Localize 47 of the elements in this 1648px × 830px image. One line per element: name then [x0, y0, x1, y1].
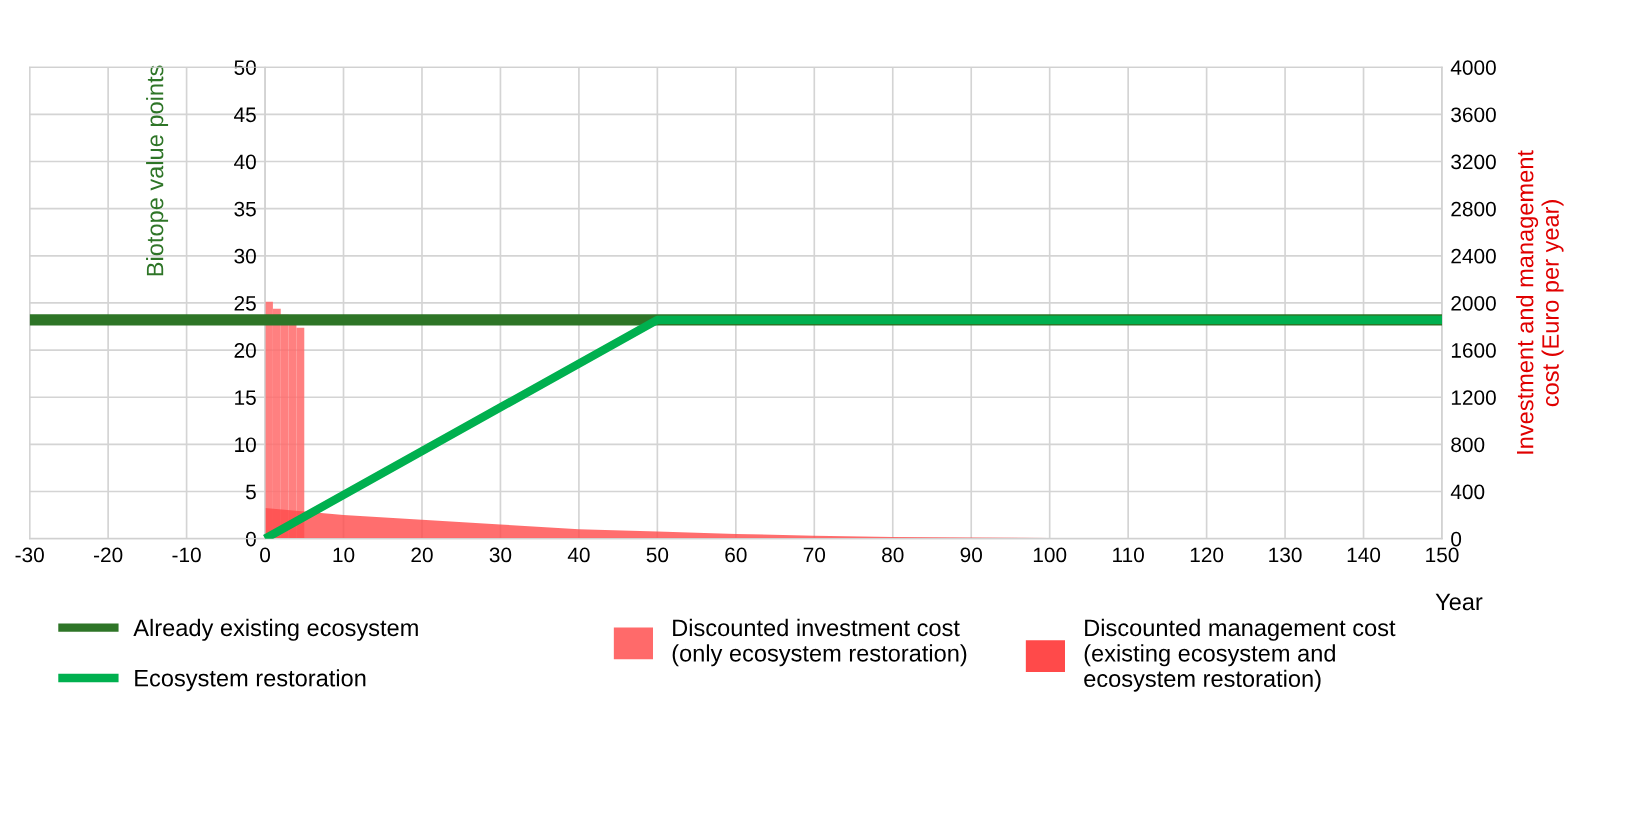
legend-label: Discounted investment cost (only ecosystem restoration) [672, 618, 967, 667]
x-tick-label: 90 [960, 547, 982, 563]
y2-tick-label: 1600 [1451, 343, 1496, 358]
x-axis-title: Year [1435, 593, 1483, 611]
x-tick-label: 40 [567, 547, 590, 563]
y2-axis-title: Investment and management cost (Euro per year) [1516, 150, 1564, 454]
x-tick-label: 140 [1347, 547, 1381, 563]
x-tick-label: 130 [1269, 547, 1302, 563]
x-tick-label: 150 [1426, 547, 1459, 563]
y-tick-label: 30 [234, 248, 256, 264]
x-tick-label: -30 [15, 547, 44, 563]
y-tick-label: 35 [234, 201, 256, 217]
y2-tick-label: 800 [1451, 437, 1485, 453]
y-tick-label: 40 [234, 154, 256, 170]
y-tick-label: 5 [245, 484, 256, 500]
y2-tick-label: 4000 [1450, 60, 1496, 75]
legend-label: Already existing ecosystem [133, 618, 418, 641]
x-tick-label: -20 [94, 547, 123, 563]
x-tick-label: 50 [646, 547, 669, 563]
y2-tick-label: 400 [1450, 484, 1485, 500]
x-tick-label: 30 [489, 547, 512, 563]
y-tick-label: 15 [235, 390, 256, 405]
y-tick-label: 20 [234, 343, 256, 358]
y2-tick-label: 3200 [1451, 154, 1496, 170]
y2-tick-label: 2800 [1451, 201, 1496, 217]
x-tick-label: 10 [333, 547, 355, 563]
x-tick-label: 120 [1190, 547, 1224, 563]
x-tick-label: 100 [1033, 547, 1067, 563]
x-tick-label: 0 [260, 547, 271, 563]
legend-label: Ecosystem restoration [135, 669, 366, 692]
y2-tick-label: 2400 [1451, 248, 1496, 264]
y2-tick-label: 3600 [1451, 107, 1496, 123]
x-tick-label: -10 [172, 547, 201, 563]
x-tick-label: 20 [411, 547, 433, 563]
y-axis-title: Biotope value points [146, 65, 169, 276]
x-tick-label: 70 [803, 547, 826, 563]
legend-label: Discounted management cost (existing ecosystem and ecosystem restoration) [1084, 618, 1396, 692]
y-tick-label: 25 [234, 295, 256, 311]
y-tick-label: 45 [234, 107, 256, 123]
y-tick-label: 10 [235, 437, 256, 453]
y2-tick-label: 0 [1451, 531, 1462, 547]
y2-tick-label: 2000 [1451, 295, 1496, 311]
x-tick-label: 80 [882, 547, 904, 563]
y-tick-label: 50 [234, 60, 256, 75]
x-tick-label: 110 [1113, 547, 1144, 563]
x-tick-label: 60 [725, 547, 747, 563]
y2-tick-label: 1200 [1451, 390, 1496, 405]
